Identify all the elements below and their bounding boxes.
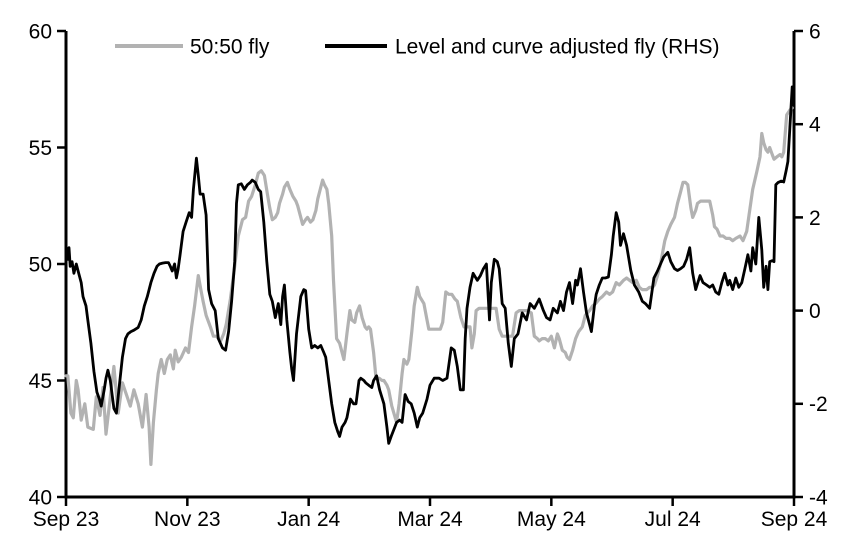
tick-label: Jul 24 (645, 508, 701, 531)
left-axis-ticks: 40 45 50 55 60 (29, 20, 66, 509)
tick-label: Sep 24 (761, 508, 828, 531)
legend: 50:50 fly Level and curve adjusted fly (… (115, 35, 720, 58)
tick-label: 0 (809, 300, 821, 323)
tick-label: 6 (809, 20, 821, 43)
tick-label: Nov 23 (154, 508, 221, 531)
series-5050-fly-line (64, 106, 794, 466)
tick-label: 45 (29, 370, 52, 393)
right-axis-ticks: -4 -2 0 2 4 6 (794, 20, 828, 509)
legend-label-5050-fly: 50:50 fly (190, 35, 270, 58)
tick-label: 2 (809, 207, 821, 230)
legend-label-level-curve-fly: Level and curve adjusted fly (RHS) (395, 35, 720, 58)
tick-label: -4 (809, 486, 828, 509)
tick-label: 40 (29, 486, 52, 509)
x-axis-ticks: Sep 23 Nov 23 Jan 24 Mar 24 May 24 Jul 24 Sep … (33, 497, 828, 531)
tick-label: Mar 24 (397, 508, 463, 531)
tick-label: -2 (809, 393, 828, 416)
series-level-curve-adjusted-fly-line (64, 85, 796, 445)
tick-label: 4 (809, 114, 821, 137)
tick-label: 55 (29, 137, 52, 160)
tick-label: 60 (29, 20, 52, 43)
tick-label: 50 (29, 253, 52, 276)
tick-label: May 24 (517, 508, 586, 531)
tick-label: Jan 24 (277, 508, 340, 531)
tick-label: Sep 23 (33, 508, 100, 531)
